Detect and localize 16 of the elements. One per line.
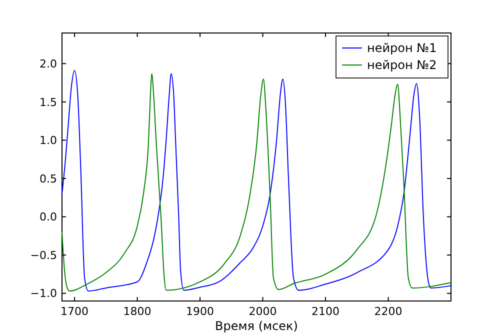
y-tick-label: 2.0 [40, 57, 57, 70]
y-tick-label: 0.0 [40, 210, 57, 224]
y-tick-label: 0.5 [40, 172, 57, 186]
y-tick-label: 1.0 [40, 134, 57, 148]
x-tick-label: 1800 [123, 305, 152, 318]
x-tick-label: 2100 [312, 305, 340, 318]
x-tick-label: 1900 [186, 305, 214, 318]
x-axis-title: Время (мсек) [215, 319, 298, 333]
y-tick-label: −0.5 [30, 248, 57, 262]
y-tick-label: 1.5 [40, 96, 57, 109]
x-tick-label: 2000 [248, 305, 277, 318]
x-tick-label: 2200 [374, 305, 402, 318]
x-tick-label: 1700 [60, 305, 89, 318]
legend-label: нейрон №1 [367, 41, 437, 56]
y-tick-label: −1.0 [30, 287, 57, 300]
legend-label: нейрон №2 [367, 58, 437, 72]
